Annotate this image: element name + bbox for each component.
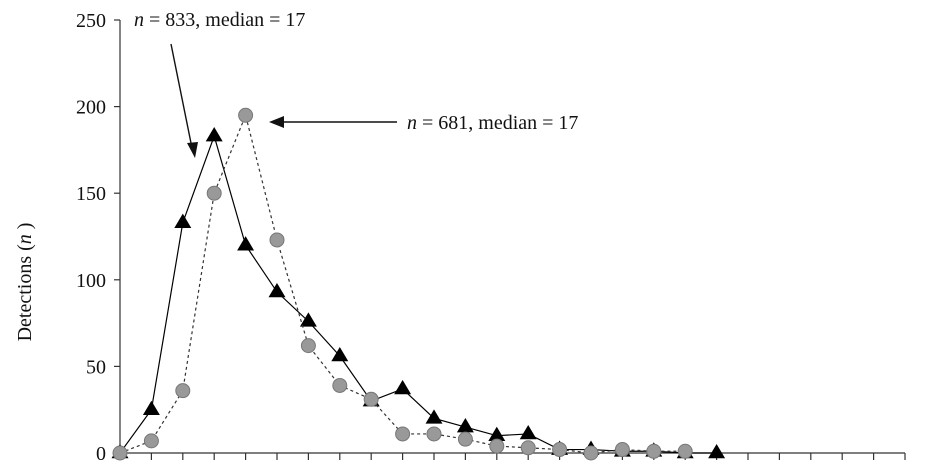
series-2-point: [332, 377, 348, 393]
series-2-point: [646, 443, 662, 459]
series-2-point: [238, 107, 254, 123]
annotation-1-arrow: [170, 43, 193, 149]
series-1-point: [394, 379, 412, 395]
annotation-1: n = 833, median = 17: [134, 9, 305, 158]
annotation-2-arrowhead: [269, 116, 284, 128]
annotation-1-arrowhead: [187, 142, 198, 158]
series-2-point: [520, 440, 536, 456]
series-2-point: [300, 338, 316, 354]
series-2-point: [363, 391, 379, 407]
y-tick-label: 250: [76, 10, 106, 32]
series-1-point: [142, 400, 160, 415]
series-2-point: [395, 426, 411, 442]
series-2-point: [175, 383, 191, 399]
series-1-point: [708, 444, 726, 459]
y-tick-label: 100: [76, 270, 106, 292]
y-tick-label: 0: [96, 443, 106, 465]
annotation-2-text: n = 681, median = 17: [407, 112, 578, 134]
y-tick-label: 50: [86, 356, 106, 378]
series-2-point: [206, 185, 222, 201]
series-1-point: [174, 213, 192, 228]
series-1-point: [205, 127, 223, 142]
series-1-point: [268, 282, 286, 298]
series-2-point: [677, 443, 693, 459]
series-1-point: [519, 424, 537, 440]
series-layer: [111, 107, 726, 461]
series-2-point: [426, 426, 442, 442]
series-1-point: [425, 409, 443, 424]
series-2-point: [489, 438, 505, 454]
series-2-point: [614, 442, 630, 458]
series-1-point: [331, 347, 349, 362]
annotation-2: n = 681, median = 17: [269, 112, 578, 134]
series-2-point: [143, 433, 159, 449]
series-2-point: [583, 445, 599, 461]
y-axis-label: Detections (n ): [14, 223, 36, 342]
series-2-point: [112, 445, 128, 461]
series-1-point: [237, 236, 255, 251]
series-2-point: [552, 442, 568, 458]
series-1-line: [119, 134, 717, 454]
y-tick-label: 150: [76, 183, 106, 205]
series-2-point: [457, 431, 473, 447]
annotation-1-text: n = 833, median = 17: [134, 9, 305, 31]
series-2-point: [269, 232, 285, 248]
series-1-point: [299, 312, 317, 327]
axes: 0 50 100 150 200 250: [76, 10, 906, 465]
y-tick-label: 200: [76, 97, 106, 119]
series-2-line: [119, 113, 686, 454]
